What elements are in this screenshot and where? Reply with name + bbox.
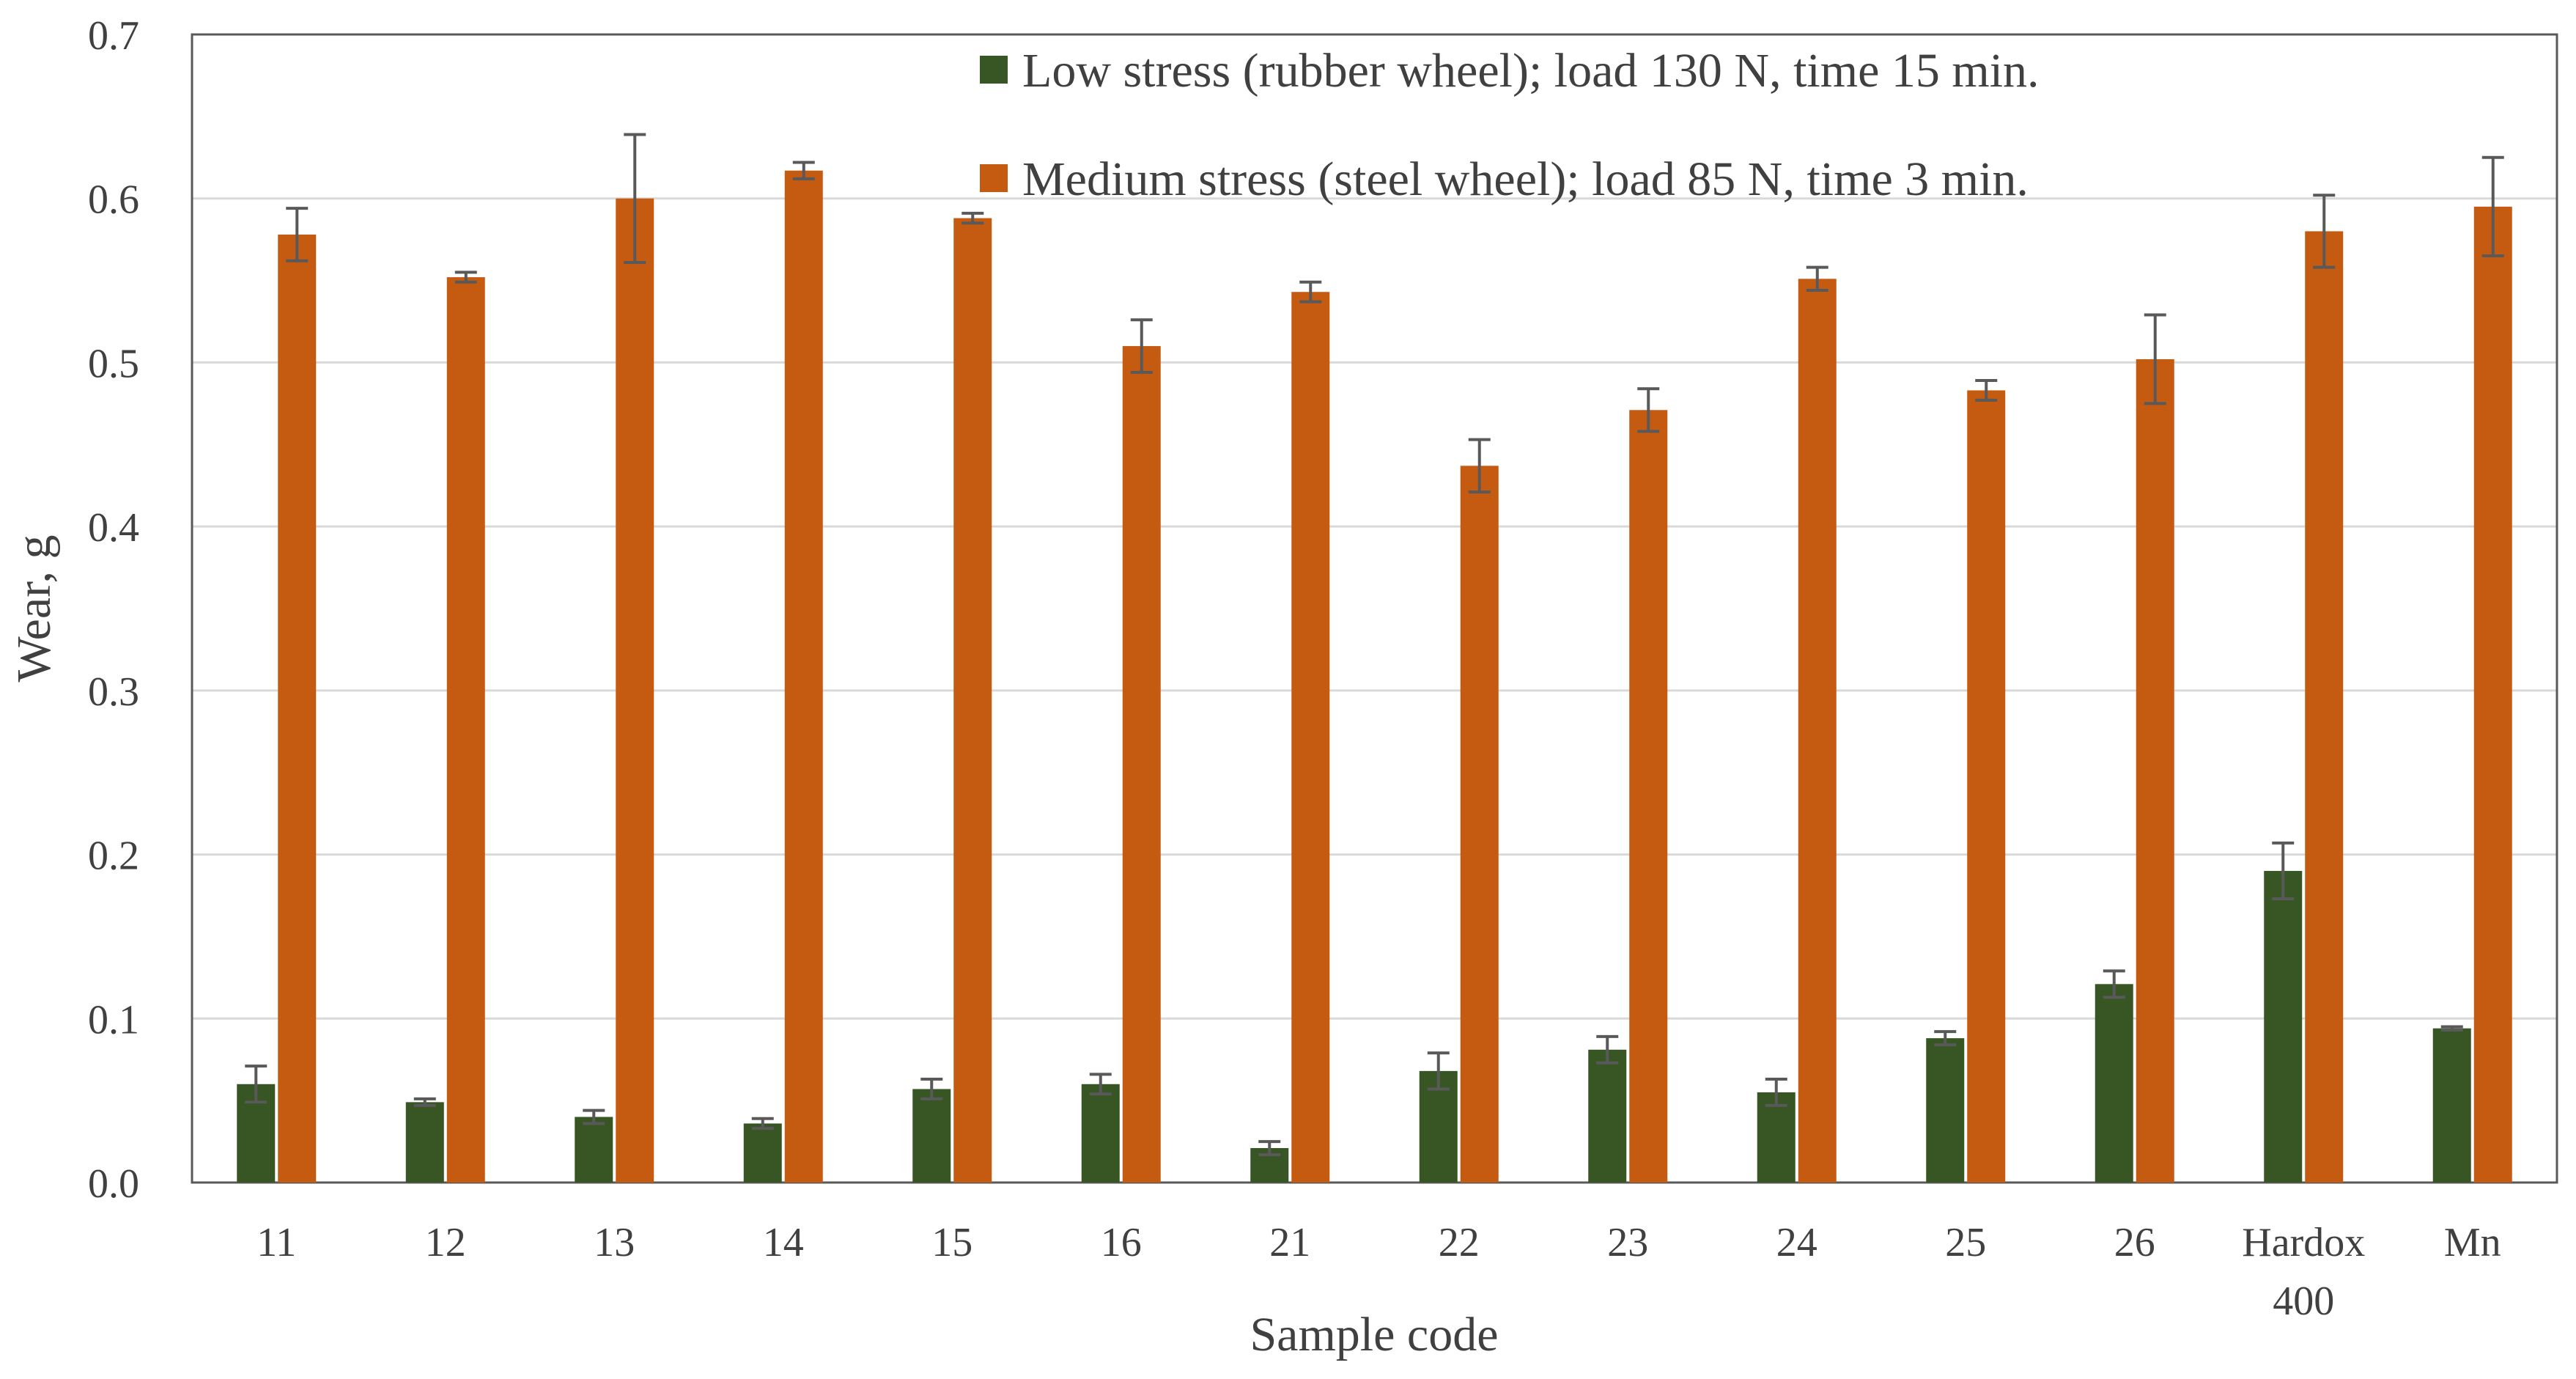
legend-swatch-low-stress	[980, 56, 1008, 84]
bar-medium-stress-mn	[2473, 206, 2512, 1183]
y-tick-label: 0.1	[88, 997, 139, 1042]
x-tick-label: Hardox 400	[2242, 1220, 2365, 1324]
error-bar	[245, 1064, 267, 1104]
error-bar	[1427, 1051, 1450, 1091]
y-axis-title: Wear, g	[7, 535, 61, 683]
error-bar	[1258, 1140, 1281, 1156]
error-bar	[2481, 155, 2504, 258]
error-bar	[2440, 1025, 2463, 1032]
x-tick-label: 23	[1607, 1220, 1648, 1265]
error-bar	[2103, 969, 2125, 999]
bar-low-stress-13	[575, 1117, 613, 1183]
bar-low-stress-25	[1926, 1038, 1965, 1183]
bar-medium-stress-21	[1291, 292, 1330, 1183]
bar-low-stress-14	[743, 1123, 782, 1183]
y-tick-label: 0.5	[88, 341, 139, 386]
error-bar	[792, 161, 815, 180]
y-tick-label: 0.3	[88, 669, 139, 715]
bar-low-stress-26	[2095, 984, 2133, 1183]
bar-low-stress-23	[1588, 1049, 1627, 1183]
plot-area-border	[191, 33, 2558, 1184]
x-tick-label: 26	[2114, 1220, 2155, 1265]
x-tick-label: 12	[425, 1220, 466, 1265]
bar-low-stress-15	[912, 1089, 951, 1183]
bar-low-stress-hardox-400	[2264, 870, 2303, 1183]
y-axis-ticks: 0.0 0.1 0.2 0.3 0.4 0.5 0.6 0.7	[88, 13, 139, 1207]
error-bar	[751, 1117, 774, 1130]
x-tick-label: Mn	[2444, 1220, 2501, 1265]
error-bar	[1975, 379, 1998, 402]
error-bar	[1765, 1078, 1787, 1107]
bar-medium-stress-15	[953, 218, 992, 1183]
x-tick-label: 15	[931, 1220, 973, 1265]
bar-medium-stress-25	[1967, 390, 2006, 1183]
legend-label-low-stress: Low stress (rubber wheel); load 130 N, t…	[1022, 44, 2040, 98]
bar-low-stress-12	[405, 1102, 444, 1183]
gridlines	[192, 197, 2557, 1020]
bar-medium-stress-12	[446, 277, 485, 1183]
error-bar	[1130, 318, 1153, 374]
error-bar	[454, 271, 477, 284]
error-bar	[1806, 265, 1828, 292]
x-tick-label: 25	[1945, 1220, 1986, 1265]
y-tick-label: 0.7	[88, 13, 139, 59]
bar-medium-stress-22	[1460, 466, 1499, 1183]
legend-swatch-medium-stress	[980, 164, 1008, 192]
bar-low-stress-16	[1081, 1084, 1120, 1183]
x-tick-label: 11	[257, 1220, 296, 1265]
error-bar	[1468, 438, 1491, 494]
error-bar	[1089, 1073, 1112, 1096]
bar-low-stress-mn	[2432, 1028, 2471, 1183]
error-bar	[1637, 387, 1660, 433]
x-axis-ticks: 11 12 13 14 15 16 21 22 23 24 25 26 Hardox 400 Mn	[257, 1220, 2501, 1324]
x-tick-label: 22	[1439, 1220, 1480, 1265]
error-bar	[2313, 194, 2336, 269]
error-bar	[1596, 1034, 1619, 1064]
error-bars-layer	[245, 133, 2504, 1156]
bar-medium-stress-11	[278, 234, 317, 1183]
bar-medium-stress-24	[1798, 279, 1837, 1183]
error-bar	[1299, 280, 1322, 304]
bar-medium-stress-hardox-400	[2305, 231, 2344, 1183]
x-tick-label: 21	[1269, 1220, 1310, 1265]
x-tick-label: 24	[1776, 1220, 1817, 1265]
y-tick-label: 0.2	[88, 834, 139, 879]
legend: Low stress (rubber wheel); load 130 N, t…	[980, 44, 2040, 206]
error-bar	[1934, 1030, 1957, 1047]
x-tick-label: 13	[594, 1220, 635, 1265]
error-bar	[413, 1097, 436, 1107]
x-tick-label: 14	[763, 1220, 804, 1265]
error-bar	[624, 133, 646, 264]
y-tick-label: 0.0	[88, 1161, 139, 1207]
bar-low-stress-24	[1757, 1092, 1796, 1183]
bars-layer	[237, 170, 2512, 1183]
error-bar	[286, 207, 309, 262]
error-bar	[2144, 313, 2166, 405]
error-bar	[2272, 841, 2295, 900]
bar-medium-stress-26	[2136, 358, 2174, 1183]
x-tick-label: 16	[1101, 1220, 1142, 1265]
bar-medium-stress-13	[616, 198, 654, 1183]
error-bar	[583, 1108, 605, 1125]
error-bar	[962, 211, 984, 225]
bar-medium-stress-23	[1629, 410, 1668, 1183]
y-tick-label: 0.6	[88, 177, 139, 223]
bar-medium-stress-14	[784, 170, 823, 1183]
legend-label-medium-stress: Medium stress (steel wheel); load 85 N, …	[1022, 152, 2029, 206]
x-axis-title: Sample code	[1250, 1308, 1498, 1361]
error-bar	[920, 1078, 943, 1100]
bar-medium-stress-16	[1122, 346, 1161, 1183]
y-tick-label: 0.4	[88, 505, 139, 551]
